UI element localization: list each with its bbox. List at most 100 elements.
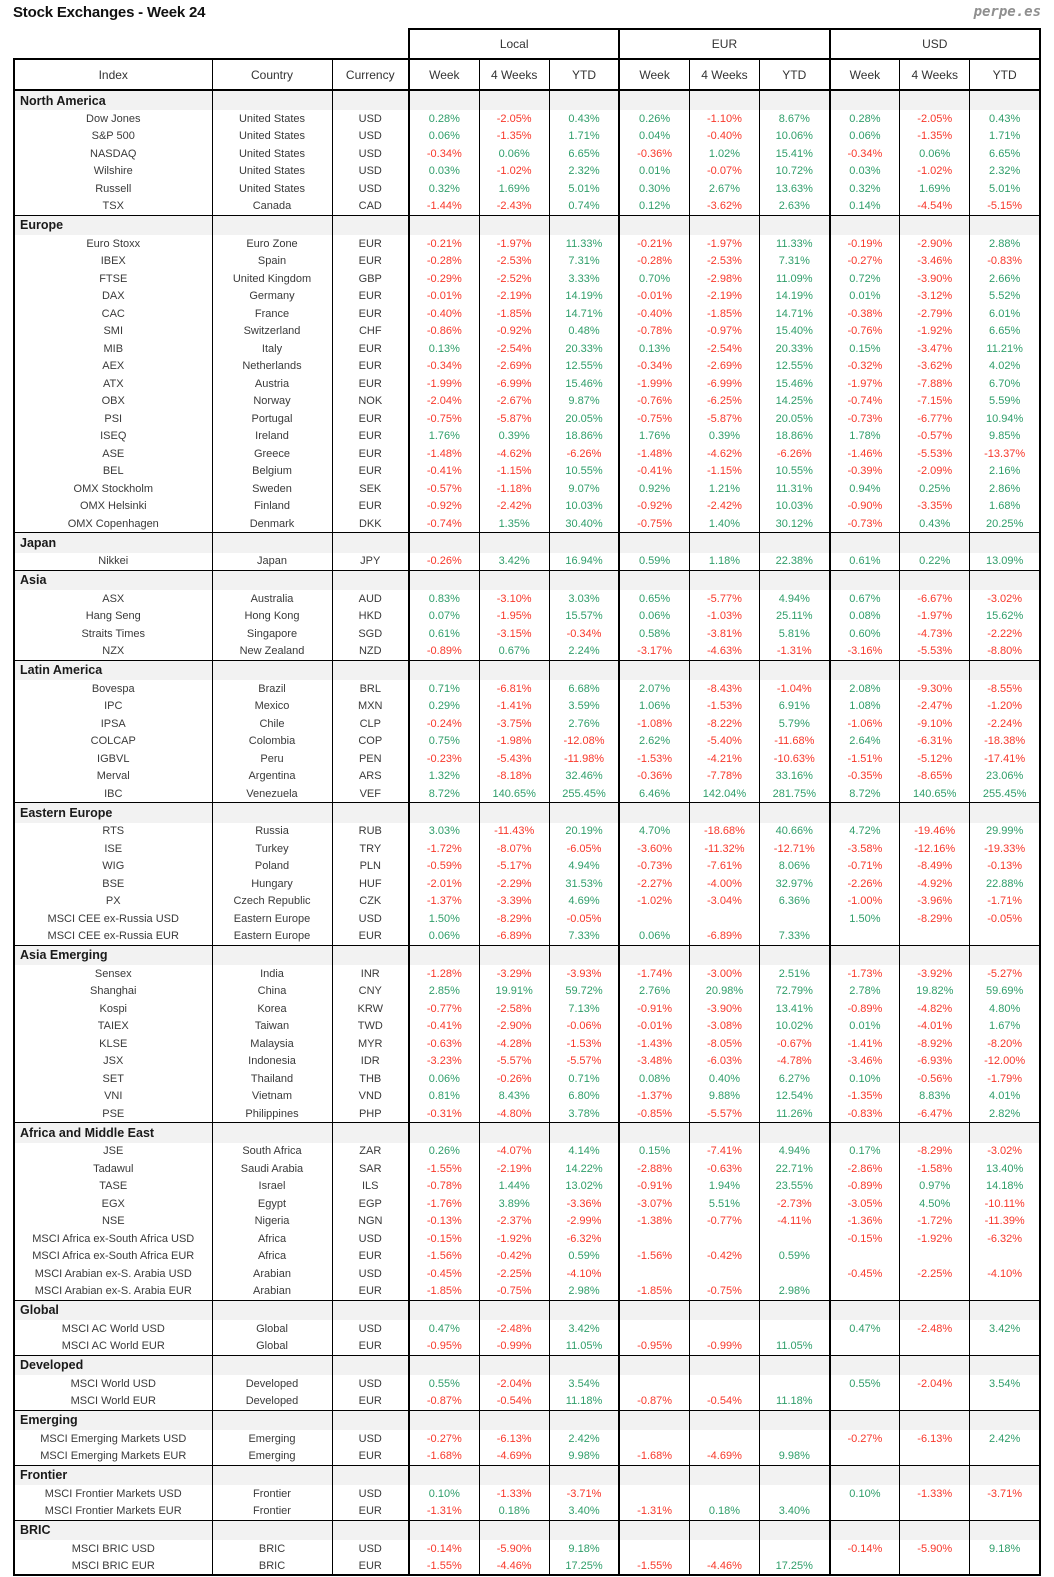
value-cell: -4.80% [478,1105,550,1123]
value-cell: 0.25% [899,480,970,498]
value-cell: 20.19% [548,822,620,840]
value-cell: -2.86% [828,1160,900,1178]
value-cell: 3.40% [758,1502,830,1520]
value-cell: -3.00% [688,965,760,983]
value-cell: -2.26% [828,875,900,893]
value-cell: -1.97% [478,235,550,253]
value-cell: -7.15% [899,392,970,410]
currency-cell: TRY [331,840,410,858]
value-cell: -6.47% [899,1105,970,1123]
index-cell: JSX [13,1052,212,1070]
index-cell: COLCAP [13,732,212,750]
value-cell: 0.13% [408,340,480,358]
value-cell: -2.58% [478,1000,550,1018]
index-cell: Merval [13,767,212,785]
section-cell [331,1122,410,1143]
section-cell [478,89,550,110]
value-cell: 14.71% [548,305,620,323]
value-cell: -0.34% [618,357,690,375]
value-cell: -1.37% [618,1087,690,1105]
value-cell: -2.90% [899,235,970,253]
table-row: BSE Hungary HUF -2.01% -2.29% 31.53% -2.27% -4.… [13,875,1042,893]
index-cell: ASE [13,445,212,463]
value-cell: -3.60% [618,840,690,858]
value-cell: 1.08% [828,697,900,715]
table-row: Straits Times Singapore SGD 0.61% -3.15% -0.3… [13,625,1042,643]
value-cell: 1.69% [899,180,970,198]
value-cell: -1.35% [899,127,970,145]
value-cell: -6.26% [758,445,830,463]
index-cell: IPC [13,697,212,715]
currency-cell: USD [331,1230,410,1248]
value-cell: -1.74% [618,965,690,983]
value-cell: -8.49% [899,857,970,875]
value-cell: -0.34% [828,145,900,163]
value-cell: 6.68% [548,680,620,698]
section-cell [211,659,332,680]
value-cell: -1.72% [408,840,480,858]
value-cell: -2.52% [478,270,550,288]
currency-cell: USD [331,1320,410,1338]
value-cell: 6.70% [969,375,1042,393]
value-cell [618,910,690,928]
currency-cell: ARS [331,767,410,785]
value-cell: -4.92% [899,875,970,893]
value-cell: 5.52% [969,287,1042,305]
section-cell [688,89,760,110]
value-cell: -11.39% [969,1212,1042,1230]
value-cell: -0.74% [828,392,900,410]
value-cell [969,1502,1042,1520]
section-cell [969,944,1042,965]
country-cell: Norway [211,392,332,410]
value-cell: -2.69% [688,357,760,375]
value-cell: 281.75% [758,785,830,803]
section-title: Europe [13,214,212,235]
value-cell: -8.22% [688,715,760,733]
value-cell: -3.39% [478,892,550,910]
value-cell: -8.92% [899,1035,970,1053]
value-cell: 5.01% [969,180,1042,198]
value-cell: 2.51% [758,965,830,983]
section-cell [899,1409,970,1430]
value-cell: -4.46% [688,1557,760,1576]
index-cell: EGX [13,1195,212,1213]
section-cell [331,1519,410,1540]
value-cell: 13.63% [758,180,830,198]
value-cell: 1.76% [408,427,480,445]
value-cell: 19.91% [478,982,550,1000]
table-row: ISE Turkey TRY -1.72% -8.07% -6.05% -3.60% -11.… [13,840,1042,858]
value-cell: -0.27% [408,1430,480,1448]
table-row: BEL Belgium EUR -0.41% -1.15% 10.55% -0.41% -1.… [13,462,1042,480]
value-cell: -0.67% [758,1035,830,1053]
value-cell: -0.92% [408,497,480,515]
value-cell: -9.30% [899,680,970,698]
value-cell: 59.72% [548,982,620,1000]
section-cell [618,1122,690,1143]
value-cell: 0.43% [548,110,620,128]
index-cell: Bovespa [13,680,212,698]
value-cell: -0.54% [688,1392,760,1410]
value-cell: 0.08% [828,607,900,625]
table-row: MSCI Africa ex-South Africa USD Africa USD… [13,1230,1042,1248]
value-cell: 6.46% [618,785,690,803]
index-cell: OMX Copenhagen [13,515,212,533]
value-cell: -0.14% [828,1540,900,1558]
section-cell [969,1122,1042,1143]
section-cell [478,569,550,590]
value-cell: -0.75% [618,515,690,533]
column-header-row: Index Country Currency Week 4 Weeks YTD … [13,58,1042,91]
value-cell: -5.90% [899,1540,970,1558]
value-cell: -1.55% [408,1160,480,1178]
country-cell: Emerging [211,1447,332,1465]
value-cell: -0.63% [688,1160,760,1178]
index-cell: NSE [13,1212,212,1230]
value-cell: 2.42% [969,1430,1042,1448]
value-cell: -0.26% [478,1070,550,1088]
section-cell [688,1409,760,1430]
value-cell: 3.40% [548,1502,620,1520]
country-cell: France [211,305,332,323]
value-cell: 31.53% [548,875,620,893]
value-cell: 10.55% [758,462,830,480]
value-cell: 10.03% [758,497,830,515]
value-cell: 0.59% [548,1247,620,1265]
